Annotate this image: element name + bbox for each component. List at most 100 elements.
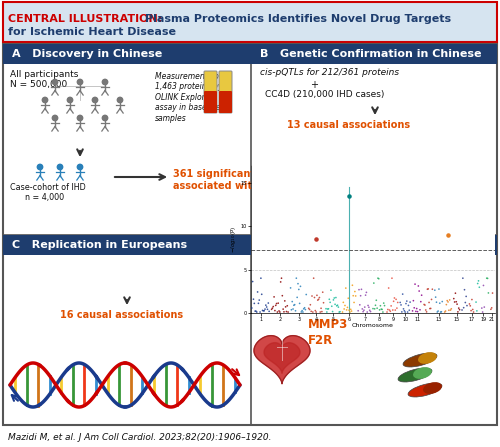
Point <box>436 299 444 307</box>
Point <box>282 308 290 315</box>
Point <box>268 306 276 313</box>
Point <box>330 295 338 302</box>
Text: Measurements of
1,463 proteins by
OLINK Explore
assay in baseline
samples: Measurements of 1,463 proteins by OLINK … <box>155 72 222 122</box>
Point <box>328 303 336 310</box>
Point <box>286 284 294 291</box>
Point <box>363 308 371 316</box>
Point <box>292 274 300 282</box>
Point <box>264 306 272 313</box>
Point <box>400 305 407 312</box>
Point <box>374 274 382 282</box>
Point <box>322 305 330 312</box>
Point <box>346 306 354 313</box>
Point <box>307 308 315 315</box>
Point <box>342 306 350 313</box>
Circle shape <box>78 79 82 84</box>
Text: CENTRAL ILLUSTRATION:: CENTRAL ILLUSTRATION: <box>8 14 162 24</box>
FancyBboxPatch shape <box>204 91 217 113</box>
Circle shape <box>68 97 72 103</box>
Point <box>474 277 482 284</box>
Point <box>468 306 476 313</box>
Point <box>364 302 372 309</box>
Point <box>316 308 324 316</box>
Point <box>435 286 443 293</box>
Point <box>359 308 367 315</box>
Point <box>414 308 422 315</box>
Polygon shape <box>264 343 300 373</box>
Point <box>256 308 264 316</box>
Point <box>270 303 278 310</box>
Point <box>452 290 460 297</box>
Point <box>376 306 384 313</box>
Point <box>276 308 284 316</box>
Point <box>253 308 261 316</box>
Point <box>452 298 460 305</box>
Point <box>328 308 336 315</box>
Point <box>356 301 364 308</box>
FancyBboxPatch shape <box>219 71 232 113</box>
Point <box>294 280 302 287</box>
Text: B   Genetic Confirmation in Chinese: B Genetic Confirmation in Chinese <box>260 49 482 59</box>
Polygon shape <box>254 336 310 384</box>
Point <box>432 299 440 306</box>
FancyBboxPatch shape <box>3 44 251 64</box>
Point <box>424 286 432 293</box>
Point <box>454 304 462 312</box>
Point <box>366 308 374 315</box>
Point <box>252 308 260 315</box>
Point <box>250 300 258 307</box>
Point <box>279 306 287 313</box>
Point <box>420 301 428 308</box>
Point <box>326 299 334 306</box>
Point <box>324 305 332 312</box>
Point <box>434 308 442 315</box>
Point <box>366 307 374 314</box>
Point <box>255 296 263 304</box>
Point <box>362 291 370 299</box>
Point <box>386 307 394 314</box>
Point <box>458 306 466 313</box>
Point <box>356 292 364 299</box>
Circle shape <box>102 115 108 121</box>
Point <box>466 300 473 308</box>
Text: PheWAS, Mice KO, Enrichment, and FGWAS: PheWAS, Mice KO, Enrichment, and FGWAS <box>256 258 444 267</box>
Point <box>388 274 396 282</box>
Point <box>270 293 278 300</box>
Point <box>260 307 268 314</box>
Point <box>344 304 351 311</box>
Circle shape <box>78 164 82 170</box>
Point <box>483 274 491 282</box>
FancyBboxPatch shape <box>251 44 497 64</box>
Point <box>401 308 409 316</box>
Point <box>331 301 339 308</box>
Point <box>342 285 350 292</box>
Point <box>282 303 290 310</box>
Point <box>444 298 452 305</box>
Point <box>406 299 414 306</box>
Point <box>254 288 262 295</box>
FancyBboxPatch shape <box>3 44 497 425</box>
Point <box>271 307 279 314</box>
Point <box>408 308 416 315</box>
Circle shape <box>78 115 82 121</box>
Point <box>310 294 318 301</box>
Text: FURIN: FURIN <box>308 286 349 299</box>
Point <box>281 297 289 304</box>
Point <box>438 308 446 316</box>
Point <box>350 299 358 306</box>
Point <box>394 299 402 306</box>
Point <box>278 274 285 282</box>
Point <box>354 307 362 314</box>
Point <box>373 304 381 312</box>
Point <box>476 284 484 291</box>
Point <box>348 282 356 289</box>
Point <box>383 308 391 316</box>
Point <box>335 308 343 316</box>
Point <box>290 302 298 309</box>
Text: MMP3: MMP3 <box>308 318 348 331</box>
Point <box>262 302 270 309</box>
Circle shape <box>52 79 58 84</box>
Point <box>318 308 326 315</box>
Point <box>418 291 426 299</box>
Point <box>361 304 369 311</box>
